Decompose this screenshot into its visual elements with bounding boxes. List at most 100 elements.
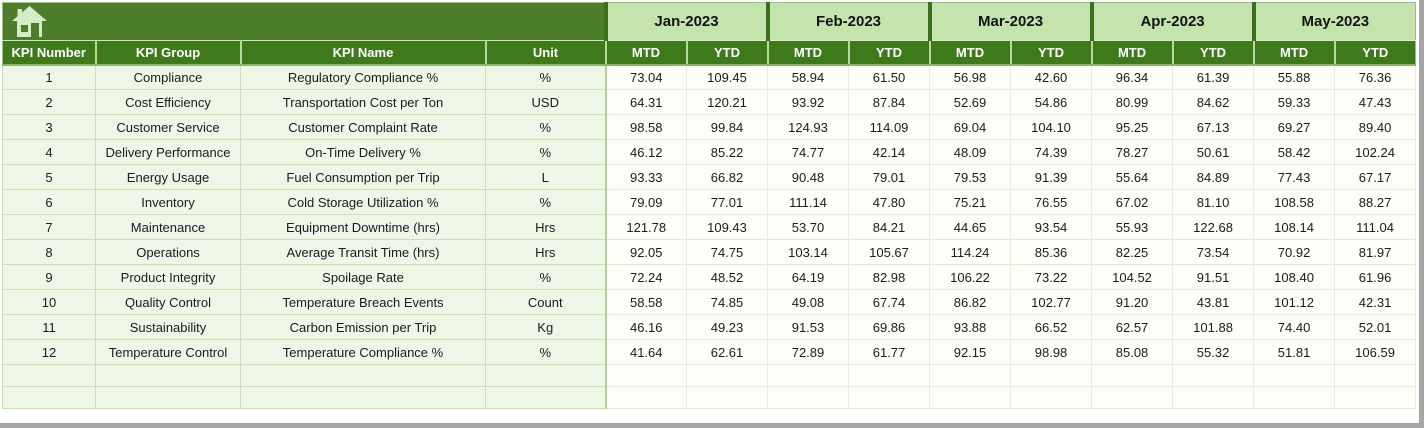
empty-cell[interactable] xyxy=(929,386,1012,409)
empty-cell[interactable] xyxy=(1010,386,1093,409)
cell-value-apr-ytd[interactable]: 43.81 xyxy=(1172,289,1255,315)
cell-value-mar-mtd[interactable]: 69.04 xyxy=(929,114,1012,140)
cell-value-may-ytd[interactable]: 42.31 xyxy=(1334,289,1417,315)
cell-value-mar-ytd[interactable]: 66.52 xyxy=(1010,314,1093,340)
cell-value-may-mtd[interactable]: 58.42 xyxy=(1253,139,1336,165)
cell-kpi-number[interactable]: 8 xyxy=(2,239,96,265)
cell-value-apr-mtd[interactable]: 104.52 xyxy=(1091,264,1174,290)
empty-cell[interactable] xyxy=(1253,364,1336,387)
cell-value-apr-mtd[interactable]: 62.57 xyxy=(1091,314,1174,340)
cell-value-jan-ytd[interactable]: 77.01 xyxy=(686,189,768,215)
cell-value-jan-ytd[interactable]: 48.52 xyxy=(686,264,768,290)
cell-unit[interactable]: Count xyxy=(485,289,606,315)
cell-value-apr-mtd[interactable]: 78.27 xyxy=(1091,139,1174,165)
cell-value-apr-ytd[interactable]: 81.10 xyxy=(1172,189,1255,215)
empty-cell[interactable] xyxy=(95,364,241,387)
cell-value-may-mtd[interactable]: 108.58 xyxy=(1253,189,1336,215)
cell-value-may-ytd[interactable]: 67.17 xyxy=(1334,164,1417,190)
cell-value-feb-mtd[interactable]: 90.48 xyxy=(767,164,849,190)
cell-value-feb-mtd[interactable]: 103.14 xyxy=(767,239,849,265)
cell-value-feb-mtd[interactable]: 124.93 xyxy=(767,114,849,140)
cell-value-feb-ytd[interactable]: 114.09 xyxy=(847,114,931,140)
cell-value-may-mtd[interactable]: 51.81 xyxy=(1253,339,1336,365)
cell-kpi-name[interactable]: Equipment Downtime (hrs) xyxy=(240,214,486,240)
empty-cell[interactable] xyxy=(240,386,486,409)
cell-kpi-number[interactable]: 6 xyxy=(2,189,96,215)
cell-value-feb-mtd[interactable]: 74.77 xyxy=(767,139,849,165)
cell-value-mar-ytd[interactable]: 76.55 xyxy=(1010,189,1093,215)
cell-unit[interactable]: Hrs xyxy=(485,239,606,265)
cell-value-may-mtd[interactable]: 108.14 xyxy=(1253,214,1336,240)
cell-kpi-number[interactable]: 9 xyxy=(2,264,96,290)
cell-kpi-group[interactable]: Inventory xyxy=(95,189,241,215)
cell-value-may-ytd[interactable]: 47.43 xyxy=(1334,89,1417,115)
cell-value-jan-ytd[interactable]: 66.82 xyxy=(686,164,768,190)
cell-value-feb-ytd[interactable]: 87.84 xyxy=(847,89,931,115)
empty-cell[interactable] xyxy=(485,364,606,387)
empty-cell[interactable] xyxy=(1172,386,1255,409)
empty-cell[interactable] xyxy=(847,386,931,409)
cell-value-may-mtd[interactable]: 70.92 xyxy=(1253,239,1336,265)
cell-unit[interactable]: % xyxy=(485,189,606,215)
cell-value-may-mtd[interactable]: 101.12 xyxy=(1253,289,1336,315)
empty-cell[interactable] xyxy=(686,364,768,387)
cell-value-apr-ytd[interactable]: 61.39 xyxy=(1172,64,1255,90)
cell-unit[interactable]: Hrs xyxy=(485,214,606,240)
cell-value-may-mtd[interactable]: 108.40 xyxy=(1253,264,1336,290)
cell-value-mar-ytd[interactable]: 42.60 xyxy=(1010,64,1093,90)
cell-value-mar-ytd[interactable]: 93.54 xyxy=(1010,214,1093,240)
cell-value-feb-mtd[interactable]: 111.14 xyxy=(767,189,849,215)
cell-value-jan-mtd[interactable]: 46.12 xyxy=(604,139,687,165)
cell-value-feb-mtd[interactable]: 49.08 xyxy=(767,289,849,315)
cell-value-apr-ytd[interactable]: 55.32 xyxy=(1172,339,1255,365)
cell-kpi-name[interactable]: Temperature Breach Events xyxy=(240,289,486,315)
empty-cell[interactable] xyxy=(929,364,1012,387)
cell-value-mar-mtd[interactable]: 75.21 xyxy=(929,189,1012,215)
cell-value-feb-ytd[interactable]: 84.21 xyxy=(847,214,931,240)
cell-value-mar-mtd[interactable]: 56.98 xyxy=(929,64,1012,90)
empty-cell[interactable] xyxy=(1091,386,1174,409)
cell-value-feb-mtd[interactable]: 72.89 xyxy=(767,339,849,365)
cell-kpi-group[interactable]: Delivery Performance xyxy=(95,139,241,165)
cell-value-mar-mtd[interactable]: 52.69 xyxy=(929,89,1012,115)
cell-value-mar-ytd[interactable]: 54.86 xyxy=(1010,89,1093,115)
cell-kpi-number[interactable]: 11 xyxy=(2,314,96,340)
cell-value-feb-mtd[interactable]: 64.19 xyxy=(767,264,849,290)
empty-cell[interactable] xyxy=(604,364,687,387)
cell-value-may-mtd[interactable]: 74.40 xyxy=(1253,314,1336,340)
empty-cell[interactable] xyxy=(240,364,486,387)
cell-value-apr-ytd[interactable]: 50.61 xyxy=(1172,139,1255,165)
cell-kpi-name[interactable]: On-Time Delivery % xyxy=(240,139,486,165)
cell-value-feb-ytd[interactable]: 105.67 xyxy=(847,239,931,265)
cell-value-jan-mtd[interactable]: 98.58 xyxy=(604,114,687,140)
cell-value-mar-mtd[interactable]: 114.24 xyxy=(929,239,1012,265)
cell-value-jan-mtd[interactable]: 92.05 xyxy=(604,239,687,265)
cell-kpi-group[interactable]: Compliance xyxy=(95,64,241,90)
cell-kpi-group[interactable]: Temperature Control xyxy=(95,339,241,365)
cell-value-feb-mtd[interactable]: 58.94 xyxy=(767,64,849,90)
cell-value-may-ytd[interactable]: 61.96 xyxy=(1334,264,1417,290)
cell-value-apr-ytd[interactable]: 91.51 xyxy=(1172,264,1255,290)
cell-value-may-ytd[interactable]: 89.40 xyxy=(1334,114,1417,140)
cell-value-apr-mtd[interactable]: 95.25 xyxy=(1091,114,1174,140)
cell-value-jan-ytd[interactable]: 85.22 xyxy=(686,139,768,165)
cell-value-feb-mtd[interactable]: 91.53 xyxy=(767,314,849,340)
cell-value-may-ytd[interactable]: 88.27 xyxy=(1334,189,1417,215)
cell-kpi-name[interactable]: Regulatory Compliance % xyxy=(240,64,486,90)
cell-value-feb-ytd[interactable]: 61.77 xyxy=(847,339,931,365)
cell-kpi-group[interactable]: Operations xyxy=(95,239,241,265)
cell-kpi-number[interactable]: 1 xyxy=(2,64,96,90)
cell-kpi-number[interactable]: 10 xyxy=(2,289,96,315)
cell-value-may-ytd[interactable]: 52.01 xyxy=(1334,314,1417,340)
cell-value-feb-ytd[interactable]: 61.50 xyxy=(847,64,931,90)
cell-value-jan-ytd[interactable]: 62.61 xyxy=(686,339,768,365)
cell-kpi-group[interactable]: Quality Control xyxy=(95,289,241,315)
empty-cell[interactable] xyxy=(686,386,768,409)
cell-value-jan-ytd[interactable]: 49.23 xyxy=(686,314,768,340)
cell-unit[interactable]: USD xyxy=(485,89,606,115)
cell-kpi-group[interactable]: Cost Efficiency xyxy=(95,89,241,115)
cell-value-mar-ytd[interactable]: 104.10 xyxy=(1010,114,1093,140)
cell-kpi-name[interactable]: Carbon Emission per Trip xyxy=(240,314,486,340)
cell-value-jan-mtd[interactable]: 73.04 xyxy=(604,64,687,90)
home-banner[interactable] xyxy=(2,2,606,41)
